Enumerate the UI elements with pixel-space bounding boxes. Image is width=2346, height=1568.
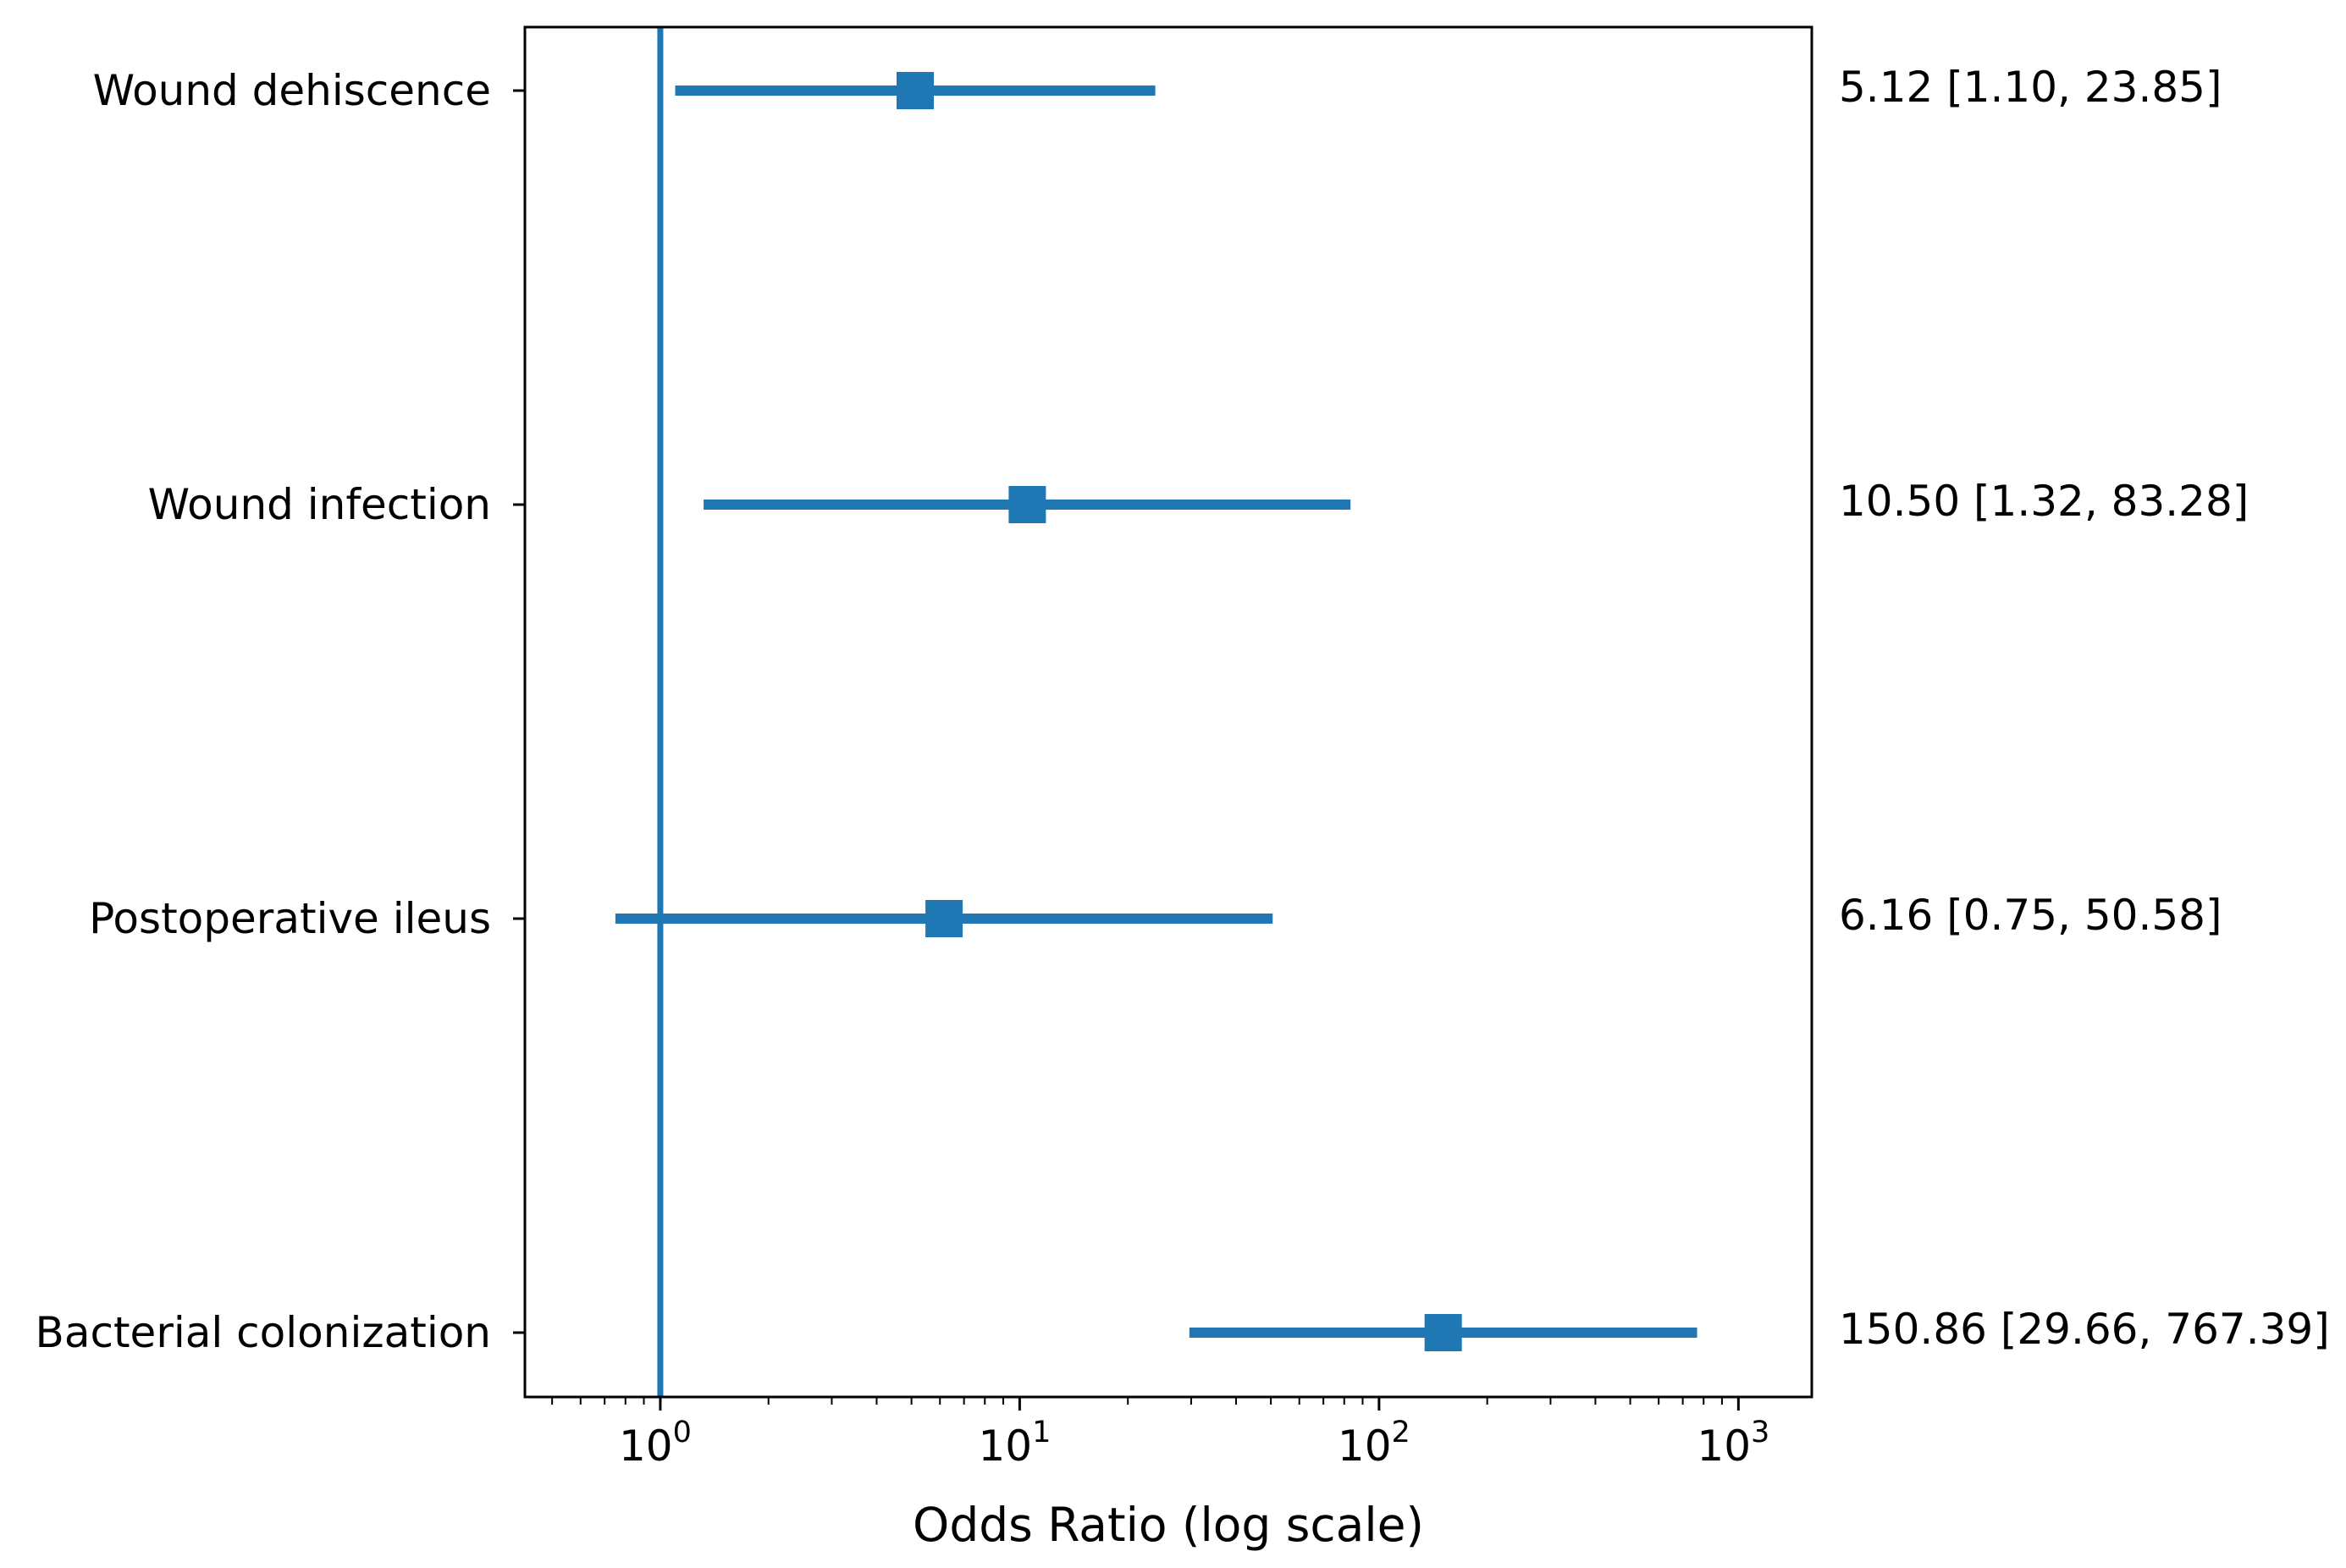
x-axis-label: Odds Ratio (log scale): [913, 1498, 1424, 1552]
x-tick-label: 100: [619, 1416, 692, 1471]
ci-annotation: 5.12 [1.10, 23.85]: [1839, 63, 2222, 112]
x-tick-label: 103: [1697, 1416, 1769, 1471]
category-label: Postoperative ileus: [89, 894, 491, 943]
plot-marks: [615, 27, 1697, 1397]
point-estimate: [925, 900, 963, 937]
plot-frame: [523, 25, 1813, 1399]
point-estimate: [1424, 1314, 1462, 1351]
x-tick-base: 10: [619, 1422, 673, 1471]
point-estimate: [1008, 486, 1046, 523]
category-label: Bacterial colonization: [36, 1308, 491, 1357]
x-tick-exponent: 0: [673, 1416, 692, 1449]
ci-annotations: 5.12 [1.10, 23.85] 10.50 [1.32, 83.28] 6.1…: [1839, 63, 2330, 1354]
x-tick-label: 102: [1338, 1416, 1410, 1471]
category-label: Wound dehiscence: [93, 66, 491, 115]
x-tick-exponent: 2: [1392, 1416, 1410, 1449]
x-tick-exponent: 1: [1032, 1416, 1051, 1449]
x-axis: 100 101 102 103: [551, 1397, 1769, 1471]
x-tick-exponent: 3: [1751, 1416, 1769, 1449]
ci-annotation: 10.50 [1.32, 83.28]: [1839, 477, 2249, 526]
ci-annotation: 150.86 [29.66, 767.39]: [1839, 1305, 2330, 1354]
point-estimate: [896, 72, 934, 109]
x-tick-base: 10: [1697, 1422, 1751, 1471]
ci-annotation: 6.16 [0.75, 50.58]: [1839, 891, 2222, 940]
x-tick-label: 101: [978, 1416, 1051, 1471]
category-label: Wound infection: [148, 480, 491, 529]
y-axis: Wound dehiscence Wound infection Postopera…: [36, 66, 525, 1357]
x-tick-base: 10: [978, 1422, 1032, 1471]
x-tick-base: 10: [1338, 1422, 1392, 1471]
